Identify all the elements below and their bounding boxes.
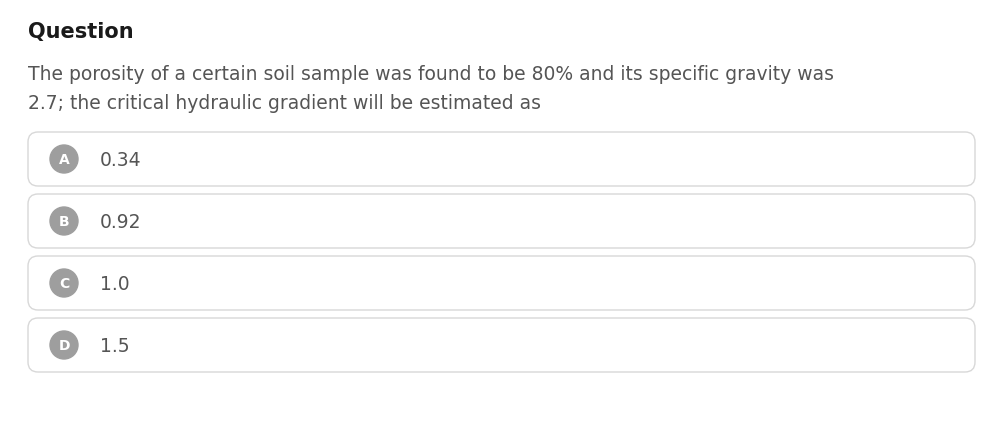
- Text: 0.34: 0.34: [100, 150, 141, 169]
- Circle shape: [50, 146, 78, 173]
- FancyBboxPatch shape: [28, 318, 974, 372]
- Circle shape: [50, 269, 78, 297]
- FancyBboxPatch shape: [28, 256, 974, 310]
- Text: 0.92: 0.92: [100, 212, 141, 231]
- Circle shape: [50, 207, 78, 236]
- Text: 2.7; the critical hydraulic gradient will be estimated as: 2.7; the critical hydraulic gradient wil…: [28, 94, 540, 113]
- Text: B: B: [59, 215, 69, 228]
- FancyBboxPatch shape: [28, 195, 974, 248]
- Text: 1.5: 1.5: [100, 336, 129, 355]
- Text: Question: Question: [28, 22, 133, 42]
- Text: The porosity of a certain soil sample was found to be 80% and its specific gravi: The porosity of a certain soil sample wa…: [28, 65, 834, 84]
- Text: A: A: [58, 153, 69, 167]
- Text: C: C: [59, 276, 69, 290]
- Circle shape: [50, 331, 78, 359]
- Text: D: D: [58, 338, 70, 352]
- Text: 1.0: 1.0: [100, 274, 129, 293]
- FancyBboxPatch shape: [28, 132, 974, 187]
